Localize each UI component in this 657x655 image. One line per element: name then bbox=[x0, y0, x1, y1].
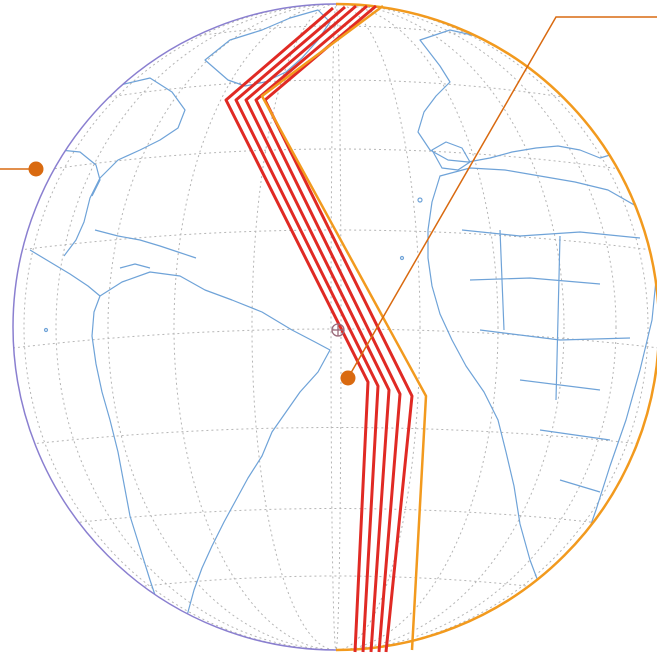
meridian-line bbox=[107, 4, 565, 650]
parallel-line bbox=[21, 427, 651, 446]
coastline-iberia bbox=[431, 141, 471, 171]
globe-limb-west bbox=[12, 3, 337, 651]
callout-leader bbox=[347, 16, 657, 379]
coastline-north-america bbox=[63, 77, 186, 257]
dot-icon[interactable] bbox=[340, 370, 356, 386]
parallel-line bbox=[44, 148, 628, 171]
parallel-line bbox=[159, 25, 513, 43]
callout-northeast[interactable] bbox=[340, 16, 657, 386]
globe-limb-east bbox=[335, 2, 657, 652]
meridian-line bbox=[251, 4, 421, 650]
track-band[interactable] bbox=[224, 4, 414, 653]
border-lines bbox=[461, 229, 641, 493]
dot-icon[interactable] bbox=[28, 161, 44, 177]
callout-west[interactable] bbox=[0, 161, 44, 177]
track-line[interactable] bbox=[244, 4, 391, 653]
meridian-line bbox=[173, 4, 499, 650]
island bbox=[43, 327, 49, 333]
meridian-line bbox=[55, 4, 617, 650]
parallel-line bbox=[109, 575, 563, 591]
track-line[interactable] bbox=[224, 6, 370, 653]
track-line[interactable] bbox=[234, 5, 380, 653]
island bbox=[399, 255, 405, 261]
coastline-south-america bbox=[91, 271, 331, 650]
outer-track-line[interactable] bbox=[260, 4, 428, 651]
coastlines bbox=[29, 9, 657, 650]
meridian-line bbox=[23, 4, 649, 650]
track-line[interactable] bbox=[254, 4, 402, 653]
crosshair-circle-icon bbox=[331, 323, 345, 337]
coastline-central-america bbox=[29, 249, 101, 297]
globe-disc bbox=[13, 4, 657, 650]
island bbox=[417, 197, 423, 203]
parallel-line bbox=[13, 328, 657, 349]
parallel-line bbox=[54, 508, 618, 526]
coastline-caribbean bbox=[94, 229, 197, 269]
